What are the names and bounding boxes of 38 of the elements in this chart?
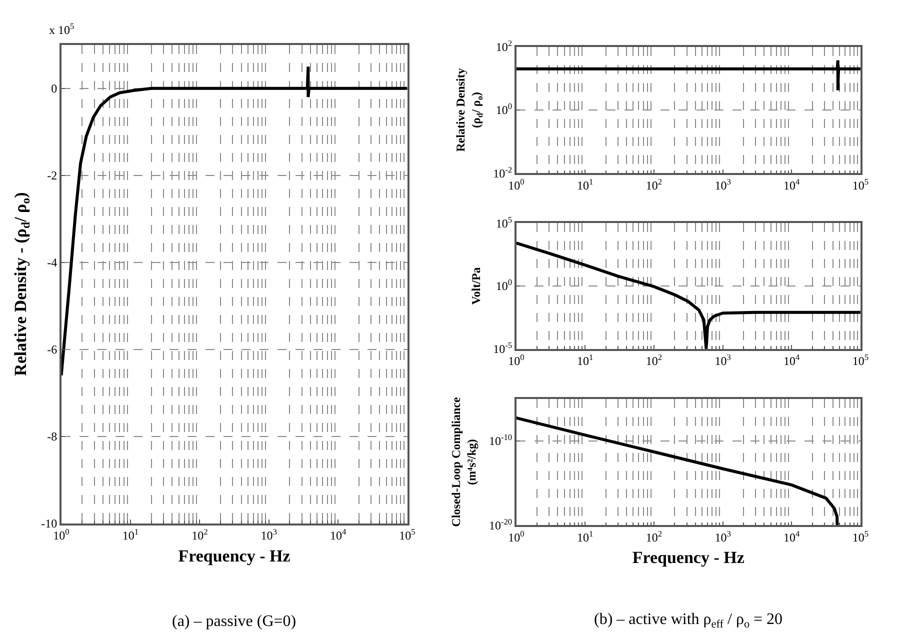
y-axis-title: Volt/Pa <box>468 267 483 305</box>
y-tick-label: -6 <box>47 342 58 357</box>
x-tick-label: 10$^{5}$ <box>852 529 869 544</box>
x-tick-label: 10$^{4}$ <box>784 177 801 192</box>
text: x 10$^{5}$ <box>49 22 74 38</box>
x-tick-label: 10$^{1}$ <box>577 529 594 544</box>
y-tick-label: 0 <box>51 82 58 96</box>
x-tick-label: 10$^{4}$ <box>784 352 801 368</box>
y-tick-label: 10$^{5}$ <box>496 215 512 230</box>
x-tick-label: 10$^{5}$ <box>852 352 869 368</box>
y-tick-label: -8 <box>47 430 58 444</box>
x-tick-label: 10$^{1}$ <box>122 527 139 542</box>
x-tick-label: 10$^{3}$ <box>714 177 731 192</box>
x-axis-title: Frequency - Hz <box>178 546 291 566</box>
x-tick-label: 10$^{5}$ <box>852 177 869 192</box>
y-tick-label: -10 <box>41 516 58 530</box>
x-tick-label: 10$^{4}$ <box>784 529 801 544</box>
y-axis-title: Closed-Loop Compliance (m⁴s²/kg) <box>449 396 479 527</box>
x-tick-label: 10$^{4}$ <box>330 527 347 542</box>
x-tick-label: 10$^{2}$ <box>646 352 662 368</box>
x-tick-label: 10$^{3}$ <box>714 352 731 368</box>
x-axis-title: Frequency - Hz <box>632 548 745 568</box>
y-tick-label: 10$^{2}$ <box>496 38 512 54</box>
text: (a) – passive (G=0) <box>172 613 296 630</box>
x-tick-label: 10$^{2}$ <box>646 529 662 544</box>
y-tick-label: -4 <box>47 256 58 270</box>
x-tick-label: 10$^{2}$ <box>192 527 208 542</box>
y-tick-label: 10$^{0}$ <box>496 278 512 294</box>
x-tick-label: 10$^{2}$ <box>646 177 662 192</box>
y-tick-label: -2 <box>47 168 58 183</box>
y-tick-label: 10$^{-10}$ <box>488 433 512 448</box>
x-tick-label: 10$^{1}$ <box>577 177 594 192</box>
x-tick-label: 10$^{1}$ <box>577 352 594 368</box>
x-tick-label: 10$^{5}$ <box>399 527 416 542</box>
x-tick-label: 10$^{3}$ <box>714 529 731 544</box>
text: (b) – active with ρ$_{eff}$ / ρ$_{o}$ = 20 <box>594 611 783 630</box>
x-tick-label: 10$^{3}$ <box>260 527 277 542</box>
y-tick-label: 10$^{0}$ <box>496 102 512 118</box>
